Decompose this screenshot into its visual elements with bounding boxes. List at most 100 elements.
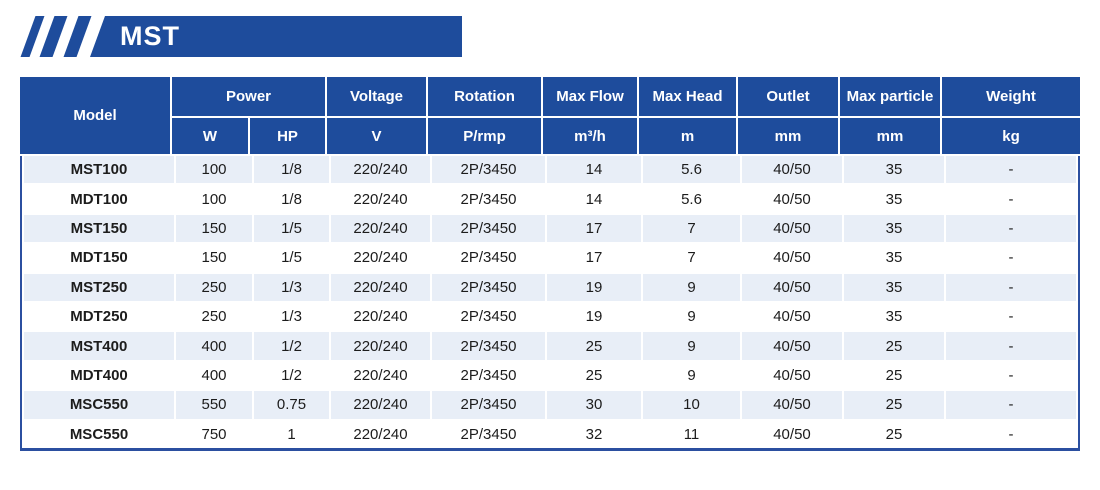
value-cell: 5.6 bbox=[643, 156, 740, 184]
value-cell: 9 bbox=[643, 332, 740, 360]
model-cell: MSC550 bbox=[24, 391, 174, 419]
unit-header-m3h: m³/h bbox=[543, 118, 637, 154]
value-cell: - bbox=[946, 391, 1076, 419]
value-cell: 1/3 bbox=[254, 273, 329, 301]
value-cell: 220/240 bbox=[331, 214, 430, 243]
value-cell: 9 bbox=[643, 302, 740, 331]
value-cell: 19 bbox=[547, 273, 641, 301]
value-cell: 1/5 bbox=[254, 244, 329, 272]
value-cell: - bbox=[946, 156, 1076, 184]
value-cell: 40/50 bbox=[742, 391, 842, 419]
value-cell: 11 bbox=[643, 420, 740, 448]
value-cell: 150 bbox=[176, 214, 252, 243]
value-cell: 220/240 bbox=[331, 420, 430, 448]
col-header-max-head: Max Head bbox=[639, 77, 736, 116]
value-cell: 32 bbox=[547, 420, 641, 448]
value-cell: 2P/3450 bbox=[432, 391, 545, 419]
value-cell: 400 bbox=[176, 361, 252, 390]
value-cell: 40/50 bbox=[742, 361, 842, 390]
model-cell: MSC550 bbox=[24, 420, 174, 448]
value-cell: 2P/3450 bbox=[432, 214, 545, 243]
value-cell: 2P/3450 bbox=[432, 244, 545, 272]
value-cell: 9 bbox=[643, 273, 740, 301]
value-cell: 17 bbox=[547, 214, 641, 243]
value-cell: 1/8 bbox=[254, 185, 329, 213]
value-cell: - bbox=[946, 361, 1076, 390]
value-cell: 2P/3450 bbox=[432, 273, 545, 301]
banner-title: MST bbox=[120, 20, 180, 51]
model-cell: MDT100 bbox=[24, 185, 174, 213]
value-cell: 30 bbox=[547, 391, 641, 419]
unit-header-particle-mm: mm bbox=[840, 118, 940, 154]
col-header-rotation: Rotation bbox=[428, 77, 541, 116]
value-cell: 1/3 bbox=[254, 302, 329, 331]
value-cell: 25 bbox=[547, 332, 641, 360]
value-cell: 17 bbox=[547, 244, 641, 272]
value-cell: 19 bbox=[547, 302, 641, 331]
value-cell: 2P/3450 bbox=[432, 420, 545, 448]
unit-header-prmp: P/rmp bbox=[428, 118, 541, 154]
value-cell: 220/240 bbox=[331, 156, 430, 184]
value-cell: 40/50 bbox=[742, 332, 842, 360]
value-cell: - bbox=[946, 302, 1076, 331]
brand-banner: MST bbox=[20, 16, 462, 57]
unit-header-w: W bbox=[172, 118, 248, 154]
value-cell: 1/2 bbox=[254, 361, 329, 390]
value-cell: 40/50 bbox=[742, 244, 842, 272]
value-cell: 5.6 bbox=[643, 185, 740, 213]
value-cell: 1 bbox=[254, 420, 329, 448]
value-cell: 2P/3450 bbox=[432, 361, 545, 390]
value-cell: 40/50 bbox=[742, 273, 842, 301]
value-cell: - bbox=[946, 332, 1076, 360]
value-cell: 2P/3450 bbox=[432, 302, 545, 331]
col-header-max-particle: Max particle bbox=[840, 77, 940, 116]
model-cell: MDT400 bbox=[24, 361, 174, 390]
value-cell: 100 bbox=[176, 185, 252, 213]
value-cell: 35 bbox=[844, 273, 944, 301]
model-cell: MST150 bbox=[24, 214, 174, 243]
value-cell: 10 bbox=[643, 391, 740, 419]
value-cell: 550 bbox=[176, 391, 252, 419]
value-cell: 35 bbox=[844, 302, 944, 331]
model-cell: MST100 bbox=[24, 156, 174, 184]
value-cell: 40/50 bbox=[742, 302, 842, 331]
value-cell: 220/240 bbox=[331, 332, 430, 360]
value-cell: 1/5 bbox=[254, 214, 329, 243]
value-cell: - bbox=[946, 273, 1076, 301]
value-cell: 250 bbox=[176, 273, 252, 301]
value-cell: 35 bbox=[844, 185, 944, 213]
col-header-outlet: Outlet bbox=[738, 77, 838, 116]
banner-stripe-icon bbox=[63, 16, 92, 57]
value-cell: - bbox=[946, 420, 1076, 448]
value-cell: 220/240 bbox=[331, 244, 430, 272]
banner-bar bbox=[90, 16, 462, 57]
model-cell: MDT150 bbox=[24, 244, 174, 272]
unit-header-m: m bbox=[639, 118, 736, 154]
value-cell: 250 bbox=[176, 302, 252, 331]
value-cell: 35 bbox=[844, 156, 944, 184]
model-cell: MDT250 bbox=[24, 302, 174, 331]
unit-header-hp: HP bbox=[250, 118, 325, 154]
value-cell: 2P/3450 bbox=[432, 156, 545, 184]
value-cell: 2P/3450 bbox=[432, 332, 545, 360]
col-header-weight: Weight bbox=[942, 77, 1080, 116]
value-cell: 14 bbox=[547, 156, 641, 184]
spec-table-body: MST100 100 1/8 220/240 2P/3450 14 5.6 40/50 35- M… bbox=[20, 156, 1080, 451]
value-cell: 14 bbox=[547, 185, 641, 213]
value-cell: 220/240 bbox=[331, 273, 430, 301]
value-cell: 750 bbox=[176, 420, 252, 448]
value-cell: 400 bbox=[176, 332, 252, 360]
value-cell: 35 bbox=[844, 244, 944, 272]
value-cell: 0.75 bbox=[254, 391, 329, 419]
model-cell: MST250 bbox=[24, 273, 174, 301]
value-cell: 2P/3450 bbox=[432, 185, 545, 213]
col-header-model: Model bbox=[20, 77, 170, 154]
value-cell: 25 bbox=[844, 361, 944, 390]
col-header-power: Power bbox=[172, 77, 325, 116]
value-cell: 220/240 bbox=[331, 302, 430, 331]
value-cell: 25 bbox=[844, 420, 944, 448]
value-cell: 25 bbox=[844, 391, 944, 419]
value-cell: - bbox=[946, 214, 1076, 243]
value-cell: 150 bbox=[176, 244, 252, 272]
value-cell: 40/50 bbox=[742, 185, 842, 213]
